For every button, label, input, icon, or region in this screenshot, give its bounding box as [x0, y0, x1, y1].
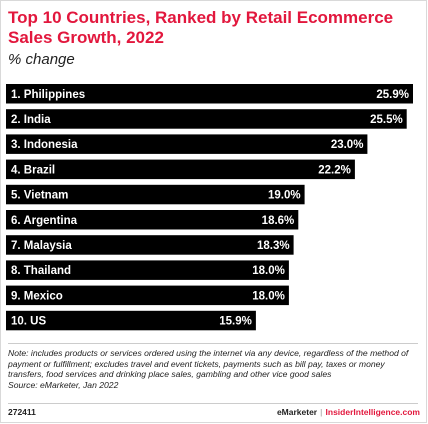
- divider-bottom: [8, 403, 418, 404]
- bar: [6, 310, 256, 331]
- category-label: 3. Indonesia: [11, 139, 78, 151]
- bar-chart: 1. Philippines 25.9% 2. India 25.5% 3. Indon…: [6, 84, 413, 331]
- value-label: 19.0%: [268, 190, 301, 202]
- chart-note: Note: includes products or services orde…: [8, 348, 418, 390]
- value-label: 25.9%: [376, 89, 409, 101]
- brand-separator: |: [320, 407, 323, 417]
- chart-title: Top 10 Countries, Ranked by Retail Ecomm…: [8, 8, 394, 47]
- category-label: 5. Vietnam: [11, 190, 68, 202]
- value-label: 23.0%: [331, 139, 364, 151]
- chart-id: 272411: [8, 407, 36, 417]
- bar: [6, 235, 294, 255]
- category-label: 10. US: [11, 316, 46, 328]
- value-label: 25.5%: [370, 114, 403, 126]
- category-label: 6. Argentina: [11, 215, 78, 227]
- bar: [6, 84, 413, 104]
- value-label: 18.0%: [252, 265, 285, 277]
- value-label: 18.6%: [262, 215, 295, 227]
- bar: [6, 184, 305, 205]
- bar: [6, 159, 355, 180]
- brand-insiderintelligence: InsiderIntelligence.com: [325, 407, 420, 417]
- brand-emarketer: eMarketer: [276, 407, 318, 417]
- footer-brand: eMarketer | InsiderIntelligence.com: [277, 407, 420, 417]
- category-label: 9. Mexico: [11, 290, 63, 302]
- note-text: Note: includes products or services orde…: [8, 348, 409, 379]
- bar: [6, 134, 368, 154]
- category-label: 8. Thailand: [11, 265, 71, 277]
- bar: [6, 210, 299, 230]
- category-label: 4. Brazil: [11, 164, 55, 176]
- category-label: 7. Malaysia: [11, 240, 72, 252]
- bar: [6, 260, 289, 280]
- value-label: 18.0%: [252, 290, 285, 302]
- value-label: 22.2%: [318, 164, 351, 176]
- category-label: 2. India: [11, 114, 51, 126]
- divider-top: [8, 343, 418, 344]
- bar: [6, 109, 407, 129]
- chart-subtitle: % change: [8, 51, 75, 68]
- category-label: 1. Philippines: [11, 89, 85, 101]
- value-label: 15.9%: [219, 316, 252, 328]
- source-text: Source: eMarketer, Jan 2022: [8, 379, 119, 390]
- value-label: 18.3%: [257, 240, 290, 252]
- bar: [6, 285, 289, 306]
